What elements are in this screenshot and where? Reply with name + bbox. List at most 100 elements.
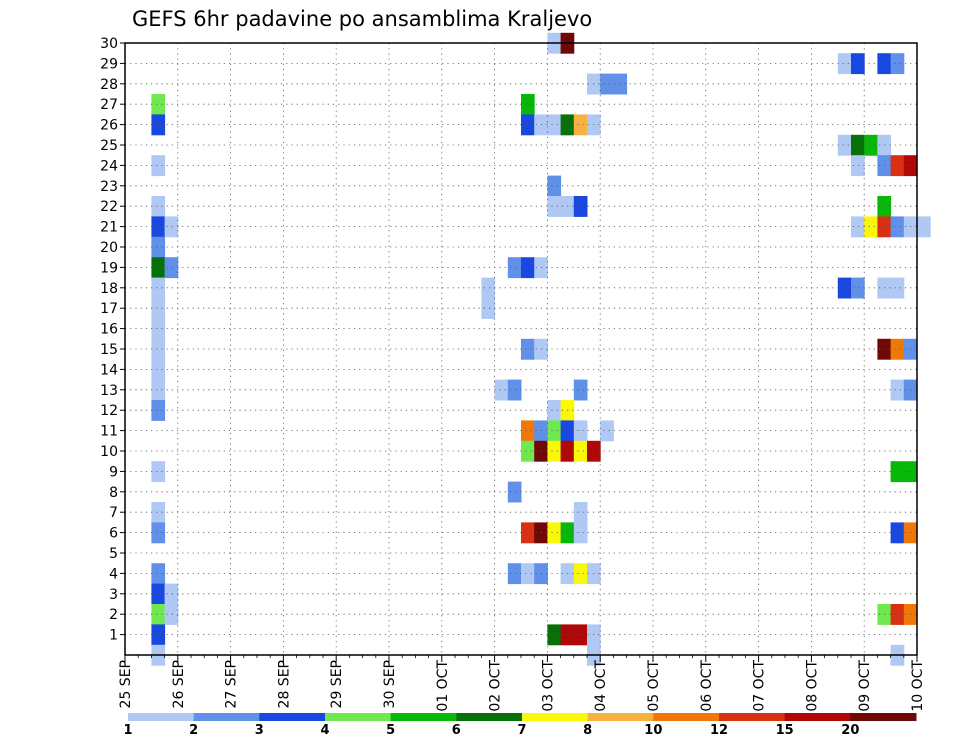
y-tick-label: 7 [109,505,118,521]
y-tick-label: 14 [100,362,118,378]
colorbar-label: 8 [583,723,592,738]
y-tick-label: 18 [100,281,118,297]
heatmap-cell [547,114,562,136]
heatmap-cell [890,522,905,544]
heatmap-cell [600,73,614,95]
x-tick-label: 07 OCT [752,660,768,712]
y-tick-label: 23 [100,179,118,195]
heatmap-cell [164,257,179,279]
heatmap-cell [890,216,905,238]
heatmap-cell [573,522,588,544]
y-tick-label: 22 [100,199,118,215]
y-tick-label: 28 [100,77,118,93]
x-tick-label: 26 SEP [171,660,187,708]
heatmap-cell [151,522,166,544]
x-tick-label: 29 SEP [329,660,345,708]
colorbar-swatch [259,713,326,721]
heatmap-cell [151,196,166,217]
colorbar-label: 10 [644,723,662,738]
heatmap-cell [507,257,522,279]
heatmap-cell [164,216,179,238]
x-tick-label: 08 OCT [804,660,820,712]
heatmap-cell [864,216,878,238]
heatmap-cell [890,338,905,360]
x-tick-label: 01 OCT [435,660,451,712]
colorbar-label: 6 [452,723,461,738]
colorbar-swatch [784,713,851,721]
heatmap-cell [917,216,931,238]
colorbar-label: 2 [189,723,198,738]
heatmap-cell [521,94,535,115]
heatmap-cell [573,420,588,442]
y-axis: 1234567891011121314151617181920212223242… [100,36,125,644]
colorbar: 1 2 3 4 5 6 7 8 10 12 15 20 [123,713,917,738]
y-tick-label: 4 [109,566,118,582]
heatmap-cell [890,53,905,75]
heatmap-cell [151,400,166,421]
heatmap-cell [890,604,905,625]
heatmap-cell [837,277,852,299]
heatmap-cell [547,196,562,217]
heatmap-cell [547,400,562,421]
colorbar-label: 7 [517,723,526,738]
x-tick-label: 05 OCT [646,660,662,712]
colorbar-label: 15 [776,723,794,738]
y-tick-label: 15 [100,342,118,358]
y-tick-label: 10 [100,444,118,460]
heatmap-cell [521,440,535,462]
heatmap-cell [600,420,614,442]
y-tick-label: 6 [109,526,118,542]
heatmap-cell [507,563,522,585]
heatmap-cell [151,257,166,279]
heatmap-cell [151,359,166,381]
colorbar-label: 20 [841,723,859,738]
heatmap-cell [547,522,562,544]
heatmap-cells [151,32,931,666]
heatmap-cell [890,379,905,401]
heatmap-cell [151,563,166,585]
y-tick-label: 29 [100,56,118,72]
heatmap-cell [494,379,509,401]
heatmap-cell [851,216,865,238]
heatmap-cell [851,155,865,177]
heatmap-cell [573,114,588,136]
y-tick-label: 25 [100,138,118,154]
colorbar-label: 1 [123,723,132,738]
heatmap-cell [521,114,535,136]
y-tick-label: 9 [109,464,118,480]
heatmap-cell [151,277,166,299]
colorbar-swatch [456,713,523,721]
heatmap-cell [547,624,562,646]
heatmap-cell [851,134,865,156]
y-tick-label: 19 [100,260,118,276]
colorbar-label: 3 [255,723,264,738]
y-tick-label: 24 [100,158,118,174]
x-tick-label: 06 OCT [699,660,715,712]
heatmap-cell [521,420,535,442]
heatmap-cell [151,114,166,136]
colorbar-swatch [850,713,917,721]
x-tick-label: 27 SEP [224,660,240,708]
heatmap-cell [573,502,588,523]
y-tick-label: 26 [100,118,118,134]
heatmap-cell [573,440,588,462]
heatmap-cell [837,134,852,156]
y-tick-label: 1 [109,628,118,644]
x-tick-label: 25 SEP [118,660,134,708]
heatmap-cell [151,461,166,483]
heatmap-cell [573,624,588,646]
heatmap-cell [507,481,522,503]
heatmap-cell [164,583,179,605]
x-tick-label: 09 OCT [857,660,873,712]
heatmap-cell [151,298,166,319]
y-tick-label: 11 [100,424,118,440]
colorbar-swatch [390,713,457,721]
y-tick-label: 5 [109,546,118,562]
heatmap-cell [851,277,865,299]
grid [125,43,917,655]
y-tick-label: 17 [100,301,118,317]
colorbar-swatch [128,713,195,721]
heatmap-cell [864,134,878,156]
heatmap-cell [481,277,496,299]
y-tick-label: 8 [109,485,118,501]
